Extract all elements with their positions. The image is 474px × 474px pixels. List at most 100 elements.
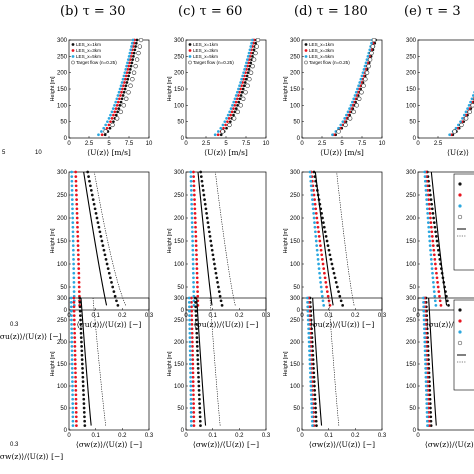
data-point (191, 248, 195, 252)
x-tick-label: 10 (379, 141, 386, 147)
series-target-flow (336, 38, 377, 134)
data-point (187, 296, 191, 300)
data-point (438, 294, 441, 298)
x-tick-label: 7.5 (358, 141, 367, 147)
legend-label: Target flow (n=0.25) (76, 60, 117, 65)
data-point (311, 424, 314, 427)
data-point (331, 133, 334, 137)
data-point (312, 189, 315, 192)
data-point (191, 262, 195, 266)
data-point (221, 123, 225, 127)
data-point (103, 253, 107, 257)
data-point (100, 130, 103, 133)
data-point (329, 258, 333, 261)
data-point (308, 349, 311, 353)
data-point (73, 331, 76, 335)
y-tick-label: 150 (57, 87, 68, 93)
data-point (191, 362, 195, 366)
data-point (212, 258, 216, 261)
series-les-x-3km (100, 38, 136, 137)
series-les-x-3km (424, 170, 443, 307)
data-point (190, 301, 193, 304)
data-point (74, 393, 78, 397)
data-point (320, 290, 324, 293)
data-point (236, 103, 239, 107)
y-tick-label: 300 (406, 296, 417, 302)
data-point (70, 179, 74, 183)
legend-marker (188, 49, 192, 52)
data-point (190, 323, 194, 326)
data-point (202, 193, 206, 197)
data-point (120, 81, 124, 84)
data-point (95, 216, 99, 220)
data-point (222, 126, 225, 130)
data-point (228, 120, 232, 124)
data-point (74, 367, 77, 370)
legend-box (453, 299, 474, 391)
x-tick-label: 7.5 (125, 141, 134, 147)
data-point (192, 276, 195, 280)
y-tick-label: 200 (406, 216, 417, 222)
legend-label: LES_x=1km (309, 42, 334, 47)
data-point (353, 94, 357, 97)
plot-frame (417, 39, 474, 139)
legend-marker-target (188, 60, 192, 65)
data-point (470, 97, 474, 101)
cut-xlabel-row2: ⟨σu(z)⟩/⟨U(z)⟩ [−] (0, 332, 62, 341)
panel-e-row3: 0 50 100 150 200 250 300 0 ⟨σw(z)⟩/⟨U(z)⟩ [−] (406, 296, 474, 449)
data-point (116, 100, 120, 104)
target-flow-point (470, 103, 474, 108)
data-point (77, 285, 81, 289)
data-point (192, 424, 196, 427)
data-point (326, 244, 330, 247)
y-tick-label: 0 (64, 136, 68, 142)
data-point (120, 90, 123, 94)
data-point (74, 375, 77, 379)
y-tick-label: 200 (290, 216, 301, 222)
data-point (105, 262, 109, 266)
panel-b-row1: 0 50 100 150 200 250 300 Height [m] 0 2.5 5 7.5 10 ⟨U… (50, 38, 153, 157)
data-point (79, 327, 83, 331)
data-point (306, 309, 310, 313)
legend-label: LES_x=3km (193, 48, 218, 53)
data-point (193, 212, 197, 215)
data-point (72, 309, 76, 313)
data-point (223, 120, 227, 124)
y-tick-label: 300 (290, 170, 301, 176)
data-point (114, 107, 118, 110)
data-point (422, 305, 425, 309)
legend-marker (458, 319, 462, 323)
x-tick-label: 0.1 (208, 433, 217, 439)
x-axis-label: ⟨U(z)⟩ [m/s] (204, 148, 248, 157)
data-point (69, 296, 73, 300)
data-point (71, 415, 75, 419)
data-point (72, 258, 75, 261)
data-point (119, 100, 123, 104)
data-point (310, 411, 314, 414)
data-point (217, 290, 221, 293)
data-point (321, 216, 324, 220)
legend-label: LES_x=1km (76, 42, 101, 47)
data-point (432, 290, 436, 293)
data-point (363, 64, 367, 68)
data-point (112, 113, 115, 117)
data-point (71, 202, 74, 206)
data-point (76, 235, 80, 238)
data-point (188, 331, 192, 335)
data-point (122, 81, 126, 84)
data-point (234, 94, 238, 97)
data-point (70, 336, 74, 339)
x-tick-label: 7.5 (242, 141, 251, 147)
data-point (78, 296, 82, 300)
data-point (314, 239, 318, 243)
data-point (99, 235, 103, 238)
y-tick-label: 300 (406, 170, 417, 176)
target-flow-point (243, 90, 248, 95)
data-point (86, 170, 90, 174)
data-point (314, 212, 318, 215)
data-point (245, 58, 249, 61)
series-dotted-line (209, 297, 221, 426)
data-point (129, 64, 133, 68)
data-point (422, 323, 426, 326)
